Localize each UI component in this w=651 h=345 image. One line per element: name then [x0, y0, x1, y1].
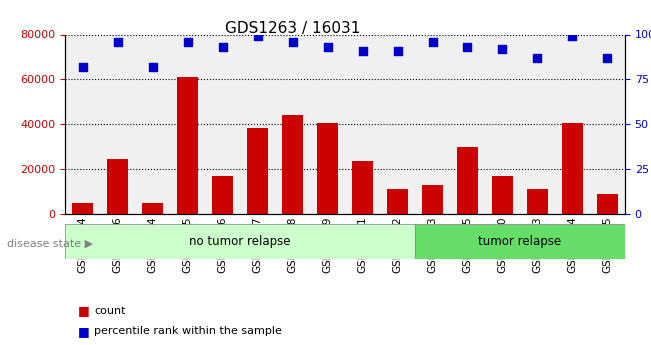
Text: count: count: [94, 306, 126, 315]
Bar: [317, 123, 338, 214]
Point: [427, 39, 437, 45]
Text: disease state ▶: disease state ▶: [7, 238, 92, 248]
Bar: [527, 189, 548, 214]
Text: GDS1263 / 16031: GDS1263 / 16031: [225, 21, 361, 36]
Text: percentile rank within the sample: percentile rank within the sample: [94, 326, 283, 336]
Text: ■: ■: [78, 304, 90, 317]
FancyBboxPatch shape: [415, 224, 625, 259]
Text: ■: ■: [78, 325, 90, 338]
Point: [287, 39, 298, 45]
Bar: [562, 123, 583, 214]
Point: [113, 39, 123, 45]
Point: [147, 64, 158, 70]
Point: [533, 55, 543, 61]
Bar: [352, 161, 373, 214]
Bar: [492, 176, 513, 214]
Bar: [597, 194, 618, 214]
Bar: [457, 147, 478, 214]
Bar: [107, 159, 128, 214]
Bar: [72, 203, 93, 214]
Text: tumor relapse: tumor relapse: [478, 235, 562, 248]
FancyBboxPatch shape: [65, 224, 415, 259]
Point: [182, 39, 193, 45]
Bar: [212, 176, 233, 214]
Point: [567, 33, 577, 39]
Point: [462, 44, 473, 50]
Bar: [422, 185, 443, 214]
Bar: [282, 115, 303, 214]
Point: [217, 44, 228, 50]
Bar: [177, 77, 198, 214]
Point: [253, 33, 263, 39]
Point: [393, 48, 403, 53]
Bar: [142, 203, 163, 214]
Bar: [387, 189, 408, 214]
Point: [602, 55, 613, 61]
Bar: [247, 128, 268, 214]
Point: [497, 46, 508, 52]
Point: [357, 48, 368, 53]
Point: [77, 64, 88, 70]
Point: [322, 44, 333, 50]
Text: no tumor relapse: no tumor relapse: [189, 235, 291, 248]
